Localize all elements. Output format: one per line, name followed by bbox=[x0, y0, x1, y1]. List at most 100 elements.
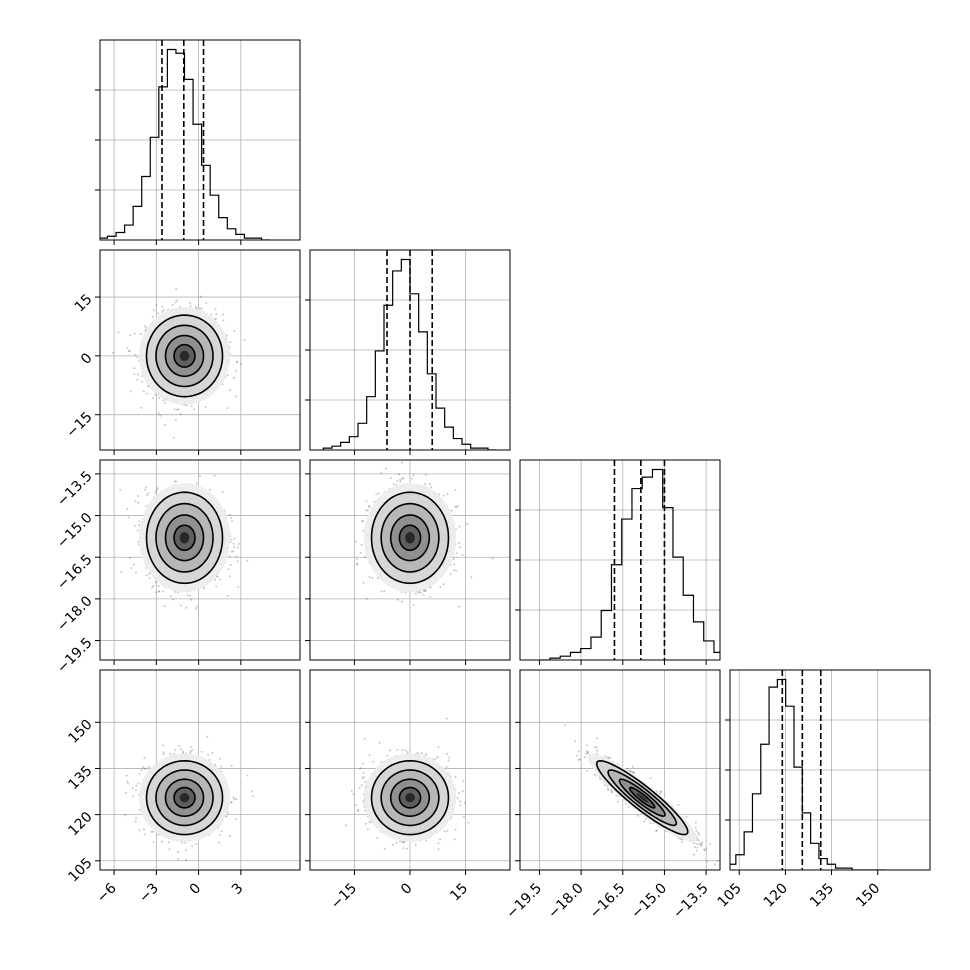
sample-point bbox=[230, 517, 233, 519]
sample-point bbox=[173, 752, 176, 755]
density bbox=[124, 735, 254, 862]
sample-point bbox=[371, 577, 374, 579]
sample-point bbox=[368, 505, 371, 508]
sample-point bbox=[143, 325, 146, 327]
sample-point bbox=[235, 361, 238, 364]
sample-point bbox=[206, 735, 209, 738]
sample-point bbox=[491, 557, 494, 560]
sample-point bbox=[171, 598, 174, 601]
sample-point bbox=[236, 360, 239, 363]
sample-point bbox=[184, 404, 187, 407]
sample-point bbox=[230, 550, 233, 553]
sample-point bbox=[221, 490, 224, 493]
sample-point bbox=[362, 520, 365, 523]
sample-point bbox=[163, 401, 166, 404]
sample-point bbox=[159, 414, 162, 417]
sample-point bbox=[446, 493, 449, 496]
sample-point bbox=[158, 590, 161, 593]
sample-point bbox=[154, 491, 157, 494]
sample-point bbox=[136, 379, 139, 381]
sample-point bbox=[360, 543, 363, 546]
sample-point bbox=[193, 408, 196, 411]
y-tick-label: −15 bbox=[63, 409, 95, 441]
sample-point bbox=[133, 524, 136, 527]
y-tick-label: −19.5 bbox=[54, 635, 96, 677]
panel-2-2 bbox=[515, 459, 721, 665]
sample-point bbox=[145, 574, 148, 577]
sample-point bbox=[453, 563, 456, 566]
sample-point bbox=[424, 589, 427, 592]
sample-point bbox=[219, 578, 222, 581]
sample-point bbox=[137, 524, 140, 527]
sample-point bbox=[137, 540, 140, 543]
sample-point bbox=[185, 606, 188, 609]
sample-point bbox=[453, 569, 455, 571]
sample-point bbox=[239, 363, 242, 366]
contour-line bbox=[145, 314, 224, 398]
density bbox=[355, 461, 494, 608]
sample-point bbox=[134, 354, 137, 356]
sample-point bbox=[243, 338, 246, 341]
sample-point bbox=[455, 506, 458, 509]
sample-point bbox=[189, 302, 192, 305]
sample-point bbox=[228, 555, 231, 558]
sample-point bbox=[133, 332, 136, 335]
sample-point bbox=[162, 590, 164, 593]
sample-point bbox=[385, 467, 387, 470]
sample-point bbox=[177, 408, 180, 411]
sample-point bbox=[398, 473, 401, 476]
sample-point bbox=[145, 486, 148, 489]
sample-point bbox=[412, 474, 415, 477]
histogram-step bbox=[100, 48, 271, 240]
sample-point bbox=[235, 798, 238, 801]
sample-point bbox=[355, 557, 358, 560]
sample-point bbox=[365, 500, 368, 503]
contour-line bbox=[155, 502, 214, 573]
sample-point bbox=[458, 542, 461, 545]
sample-point bbox=[232, 550, 235, 553]
sample-point bbox=[402, 477, 405, 479]
sample-point bbox=[190, 598, 193, 601]
sample-point bbox=[228, 513, 231, 516]
sample-point bbox=[161, 305, 164, 308]
sample-point bbox=[148, 577, 151, 580]
sample-point bbox=[176, 591, 179, 594]
sample-point bbox=[174, 419, 177, 421]
sample-point bbox=[229, 575, 231, 578]
sample-point bbox=[119, 488, 122, 491]
sample-point bbox=[229, 563, 232, 566]
sample-point bbox=[161, 310, 164, 313]
sample-point bbox=[235, 369, 238, 372]
sample-point bbox=[126, 507, 129, 510]
sample-point bbox=[189, 750, 192, 753]
sample-point bbox=[458, 525, 461, 528]
contour-line bbox=[380, 502, 440, 573]
density-fill bbox=[179, 532, 190, 544]
sample-point bbox=[138, 520, 141, 523]
sample-point bbox=[200, 307, 203, 310]
sample-point bbox=[194, 306, 197, 309]
sample-point bbox=[186, 594, 189, 597]
grid bbox=[100, 250, 300, 450]
sample-point bbox=[449, 573, 452, 576]
sample-point bbox=[218, 841, 220, 844]
sample-point bbox=[368, 504, 370, 507]
sample-point bbox=[145, 505, 148, 507]
sample-point bbox=[454, 505, 457, 508]
sample-point bbox=[154, 581, 157, 584]
sample-point bbox=[218, 757, 221, 760]
sample-point bbox=[227, 568, 230, 571]
sample-point bbox=[137, 501, 140, 504]
panel-frame bbox=[519, 459, 721, 661]
sample-point bbox=[153, 309, 156, 312]
sample-point bbox=[456, 505, 459, 508]
y-tick-label: −13.5 bbox=[54, 468, 96, 510]
sample-point bbox=[401, 600, 403, 603]
sample-point bbox=[438, 493, 441, 496]
sample-point bbox=[233, 330, 236, 333]
sample-point bbox=[128, 350, 131, 353]
sample-point bbox=[156, 487, 159, 490]
sample-point bbox=[143, 757, 146, 760]
sample-point bbox=[140, 406, 143, 409]
